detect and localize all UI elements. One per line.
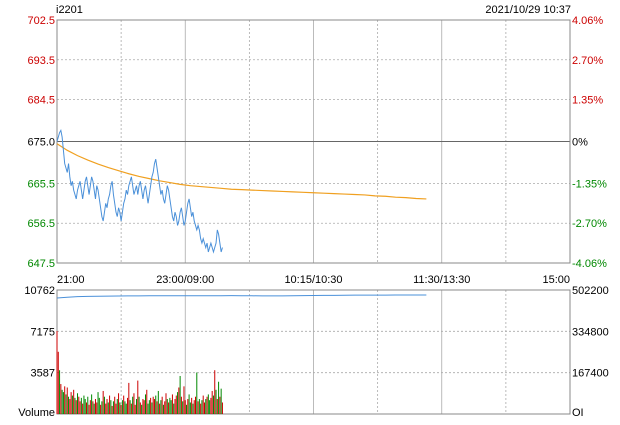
open-interest-line (56, 294, 427, 299)
price-left-tick: 684.5 (27, 95, 55, 107)
price-right-tick: 1.35% (572, 95, 603, 107)
price-left-tick: 665.5 (27, 178, 55, 190)
datetime-label: 2021/10/29 10:37 (485, 4, 571, 16)
price-left-tick: 702.5 (27, 15, 55, 27)
symbol-label: i2201 (56, 4, 83, 16)
volume-axis-label: Volume (18, 407, 55, 419)
time-axis-tick: 23:00/09:00 (156, 274, 214, 286)
price-right-tick: 0% (572, 137, 588, 149)
price-right-tick: -4.06% (572, 258, 607, 270)
oi-right-tick: 334800 (572, 326, 609, 338)
price-right-tick: 4.06% (572, 15, 603, 27)
average-price-line (56, 143, 427, 200)
price-left-tick: 693.5 (27, 55, 55, 67)
oi-axis-label: OI (572, 407, 584, 419)
time-axis-tick: 21:00 (57, 274, 85, 286)
price-right-tick: -2.70% (572, 218, 607, 230)
time-axis-tick: 15:00 (542, 274, 570, 286)
volume-left-tick: 7175 (31, 326, 55, 338)
price-panel: 702.5 4.06% 693.5 2.70% 684.5 1.35% 675.0 0% 665… (27, 15, 607, 286)
time-axis-tick: 10:15/10:30 (284, 274, 342, 286)
price-left-tick: 647.5 (27, 258, 55, 270)
price-left-tick: 675.0 (27, 137, 55, 149)
price-left-tick: 656.5 (27, 218, 55, 230)
time-axis-tick: 11:30/13:30 (413, 274, 470, 286)
volume-left-tick: 10762 (24, 285, 55, 297)
volume-panel: 10762 7175 3587 502200 334800 167400 Volume OI (18, 285, 608, 419)
price-line (56, 129, 223, 254)
price-right-tick: 2.70% (572, 55, 603, 67)
volume-left-tick: 3587 (31, 368, 55, 380)
oi-right-tick: 167400 (572, 368, 609, 380)
price-right-tick: -1.35% (572, 178, 607, 190)
oi-right-tick: 502200 (572, 285, 609, 297)
